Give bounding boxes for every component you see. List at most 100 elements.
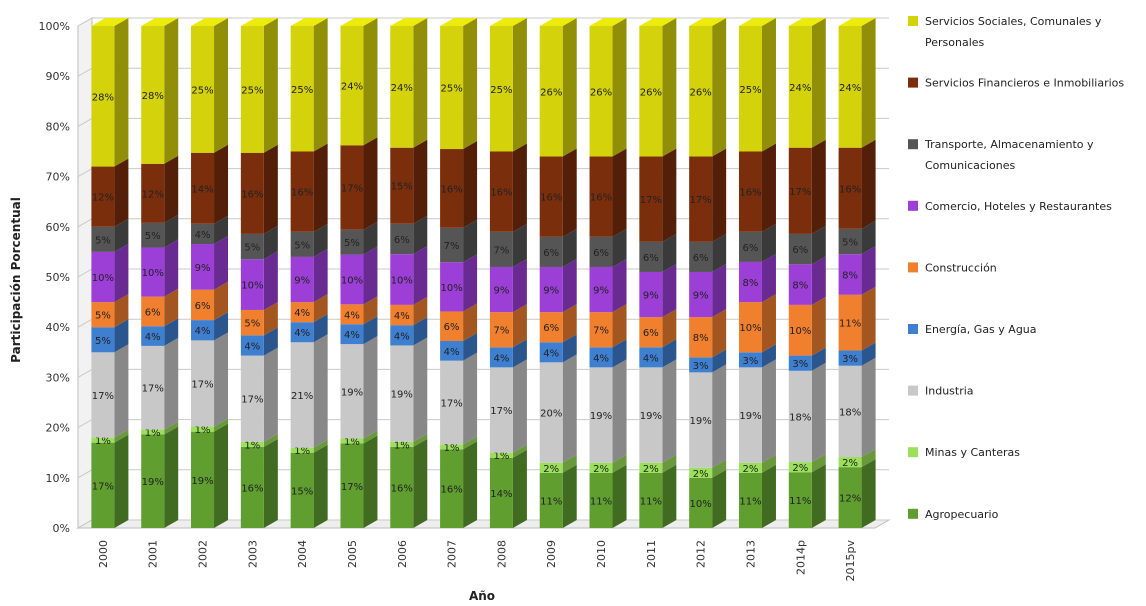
data-label: 8%: [792, 281, 808, 292]
data-label: 11%: [590, 496, 612, 507]
data-label: 9%: [593, 286, 609, 297]
data-label: 19%: [341, 387, 363, 398]
data-label: 5%: [344, 238, 360, 249]
data-label: 9%: [294, 276, 310, 287]
bar-segment-side: [214, 312, 229, 341]
data-label: 4%: [593, 353, 609, 364]
data-label: 18%: [789, 412, 811, 423]
data-label: 17%: [690, 195, 712, 206]
data-label: 19%: [142, 477, 164, 488]
bar-segment-side: [164, 239, 179, 297]
bar-segment-side: [612, 228, 627, 267]
bar-segment: [539, 342, 563, 363]
bar-segment: [489, 312, 513, 348]
data-label: 19%: [690, 416, 712, 427]
bar-stack: 15% 1% 21% 4% 4% 9% 5% 16% 25%: [290, 18, 328, 528]
bar-segment: [91, 437, 115, 443]
bar-top: [340, 18, 378, 26]
x-tick-label: 2010: [595, 540, 608, 568]
bar-segment-side: [612, 148, 627, 237]
data-label: 14%: [191, 184, 213, 195]
bar-segment-side: [114, 18, 129, 167]
data-label: 11%: [789, 496, 811, 507]
data-label: 10%: [789, 326, 811, 337]
x-tick-label: 2008: [495, 540, 508, 568]
bar-segment-side: [164, 18, 179, 164]
bar-segment-side: [114, 218, 129, 252]
bar-segment-side: [662, 359, 677, 463]
x-tick-label: 2000: [97, 540, 110, 568]
data-label: 10%: [142, 268, 164, 279]
bar-segment-side: [761, 454, 776, 473]
bar-stack: 11% 2% 19% 4% 6% 9% 6% 17% 26%: [639, 18, 677, 528]
bar-segment: [489, 151, 513, 232]
data-label: 1%: [444, 443, 460, 454]
data-label: 17%: [92, 391, 114, 402]
bar-segment: [589, 266, 613, 313]
bar-segment: [240, 152, 264, 234]
data-label: 19%: [191, 476, 213, 487]
data-label: 2%: [643, 464, 659, 475]
data-label: 7%: [493, 245, 509, 256]
data-label: 1%: [394, 440, 410, 451]
bar-segment-side: [214, 423, 229, 528]
bar-top: [589, 18, 627, 26]
bar-segment-side: [562, 258, 577, 313]
bar-segment-side: [363, 137, 378, 230]
bar-segment: [838, 350, 862, 366]
bar-segment: [489, 367, 513, 453]
data-label: 10%: [440, 283, 462, 294]
bar-segment-side: [712, 18, 727, 157]
bar-segment-side: [861, 286, 876, 351]
bar-segment-side: [512, 449, 527, 528]
data-label: 12%: [142, 189, 164, 200]
bar-segment-side: [214, 332, 229, 427]
data-label: 16%: [540, 193, 562, 204]
bar-segment: [290, 302, 314, 323]
x-tick-label: 2006: [396, 540, 409, 568]
bar-segment-side: [164, 214, 179, 248]
data-label: 17%: [241, 395, 263, 406]
data-label: 4%: [344, 310, 360, 321]
bar-segment-side: [114, 344, 129, 438]
bar-segment-side: [164, 288, 179, 327]
bar-segment-side: [512, 258, 527, 313]
bar-segment-side: [662, 263, 677, 318]
bar-segment: [91, 442, 115, 528]
bar-segment-side: [263, 347, 278, 442]
bar-stack: 17% 1% 17% 5% 5% 10% 5% 12% 28%: [91, 18, 129, 528]
data-label: 4%: [543, 348, 559, 359]
data-label: 6%: [792, 245, 808, 256]
y-tick-label: 0%: [53, 522, 70, 535]
bar-segment-side: [761, 294, 776, 353]
bar-segment: [141, 434, 165, 528]
bar-segment-side: [662, 339, 677, 368]
bar-segment: [539, 156, 563, 237]
y-tick-label: 10%: [46, 472, 70, 485]
bar-segment-side: [512, 444, 527, 458]
bar-segment: [240, 441, 264, 447]
bar-segment: [340, 145, 364, 230]
data-label: 16%: [440, 184, 462, 195]
legend-label: Servicios Financieros e Inmobiliarios: [925, 77, 1124, 90]
data-label: 5%: [244, 319, 260, 330]
bar-segment: [788, 462, 812, 473]
bar-segment: [91, 327, 115, 353]
bar-segment: [589, 367, 613, 463]
bar-segment: [290, 447, 314, 453]
data-label: 25%: [291, 85, 313, 96]
bar-top: [489, 18, 527, 26]
data-label: 25%: [490, 85, 512, 96]
bar-segment-side: [811, 18, 826, 148]
data-label: 2%: [593, 464, 609, 475]
data-label: 9%: [643, 291, 659, 302]
bar-segment-side: [512, 359, 527, 453]
data-label: 7%: [444, 241, 460, 252]
bar-segment-side: [512, 223, 527, 267]
bar-segment-side: [263, 438, 278, 528]
bar-segment: [191, 426, 215, 432]
bar-segment-side: [413, 246, 428, 305]
bar-segment-side: [612, 339, 627, 368]
bar-segment-side: [712, 459, 727, 478]
bar-segment-side: [313, 334, 328, 448]
